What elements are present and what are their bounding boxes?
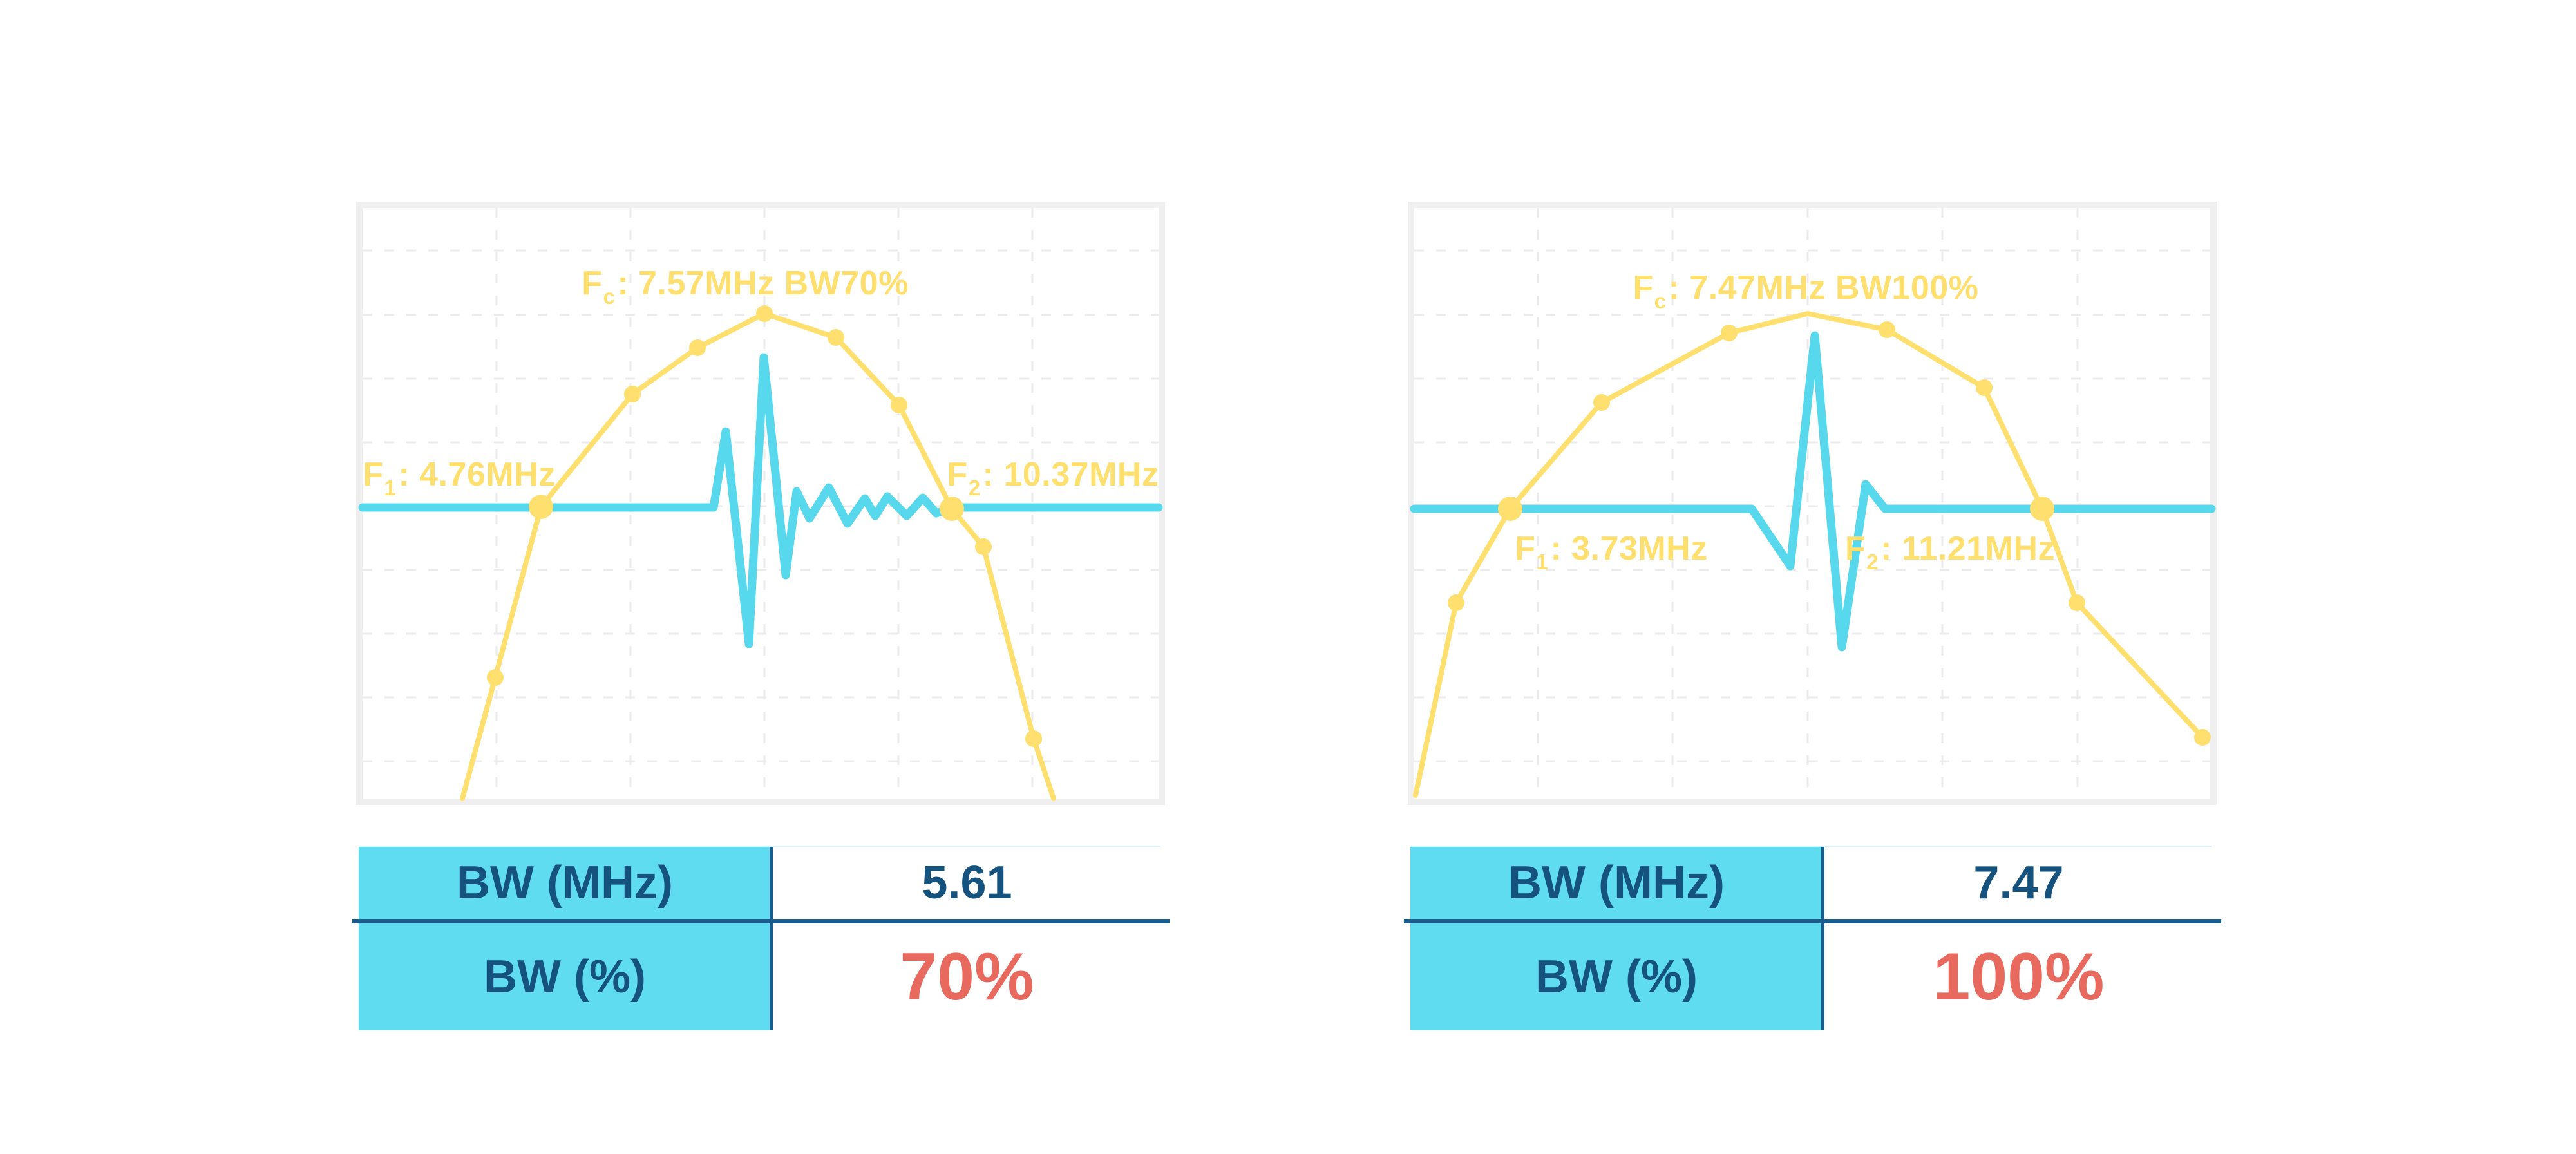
f2-label: F2: 11.21MHz: [1844, 529, 2056, 574]
f1-prefix: F: [1515, 530, 1536, 567]
table-top-rule: [359, 846, 1160, 847]
bw-pct-value: 70%: [900, 939, 1034, 1014]
f1-label: F1: 4.76MHz: [363, 455, 556, 500]
bw-mhz-value: 7.47: [1973, 857, 2064, 909]
table-column-divider: [1821, 847, 1824, 1030]
f1-label: F1: 3.73MHz: [1515, 529, 1708, 574]
f2-value: : 10.37MHz: [982, 456, 1159, 493]
f1-prefix: F: [363, 456, 384, 493]
f2-label: F2: 10.37MHz: [947, 455, 1159, 500]
spectrum-chart-right: [1408, 202, 2217, 805]
spectrum-panel-right: Fc: 7.47MHz BW100% F1: 3.73MHz F2: 11.21…: [1408, 202, 2217, 805]
bw-mhz-header-cell: BW (MHz): [359, 847, 771, 919]
bw-pct-value: 100%: [1933, 939, 2105, 1014]
bw-mhz-value-cell: 7.47: [1825, 847, 2212, 919]
spectrum-panel-left: Fc: 7.57MHz BW70% F1: 4.76MHz F2: 10.37M…: [356, 202, 1165, 805]
f1-value: : 3.73MHz: [1550, 530, 1708, 567]
spectrum-chart-left: [356, 202, 1165, 805]
f2-value: : 11.21MHz: [1880, 530, 2056, 567]
bw-pct-value-cell: 70%: [773, 923, 1160, 1030]
bw-pct-header-cell: BW (%): [359, 923, 771, 1030]
bw-pct-header: BW (%): [1535, 951, 1698, 1003]
bw-pct-header-cell: BW (%): [1410, 923, 1823, 1030]
f2-prefix: F: [1844, 530, 1866, 567]
fc-prefix: F: [582, 265, 603, 302]
fc-value: : 7.57MHz BW70%: [617, 265, 909, 302]
bw-mhz-value-cell: 5.61: [773, 847, 1160, 919]
bw-mhz-header-cell: BW (MHz): [1410, 847, 1823, 919]
table-row-divider: [1404, 919, 2221, 923]
bw-mhz-header: BW (MHz): [1508, 857, 1725, 909]
f1-subscript: 1: [1536, 550, 1549, 574]
f1-value: : 4.76MHz: [398, 456, 556, 493]
fc-subscript: c: [1654, 289, 1667, 313]
bw-pct-header: BW (%): [484, 951, 646, 1003]
bw-pct-value-cell: 100%: [1825, 923, 2212, 1030]
bandwidth-table-right: BW (MHz) 7.47 BW (%) 100%: [1404, 846, 2221, 1032]
center-frequency-label: Fc: 7.57MHz BW70%: [582, 264, 909, 308]
bandwidth-table-left: BW (MHz) 5.61 BW (%) 70%: [352, 846, 1170, 1032]
center-frequency-label: Fc: 7.47MHz BW100%: [1633, 269, 1979, 313]
bw-mhz-value: 5.61: [922, 857, 1012, 909]
fc-prefix: F: [1633, 269, 1654, 307]
f2-subscript: 2: [968, 476, 981, 500]
table-column-divider: [770, 847, 773, 1030]
fc-value: : 7.47MHz BW100%: [1668, 269, 1979, 307]
f2-subscript: 2: [1866, 550, 1879, 574]
bw-mhz-header: BW (MHz): [457, 857, 673, 909]
table-top-rule: [1410, 846, 2212, 847]
f2-prefix: F: [947, 456, 968, 493]
fc-subscript: c: [603, 285, 616, 308]
f1-subscript: 1: [384, 476, 397, 500]
table-row-divider: [352, 919, 1170, 923]
